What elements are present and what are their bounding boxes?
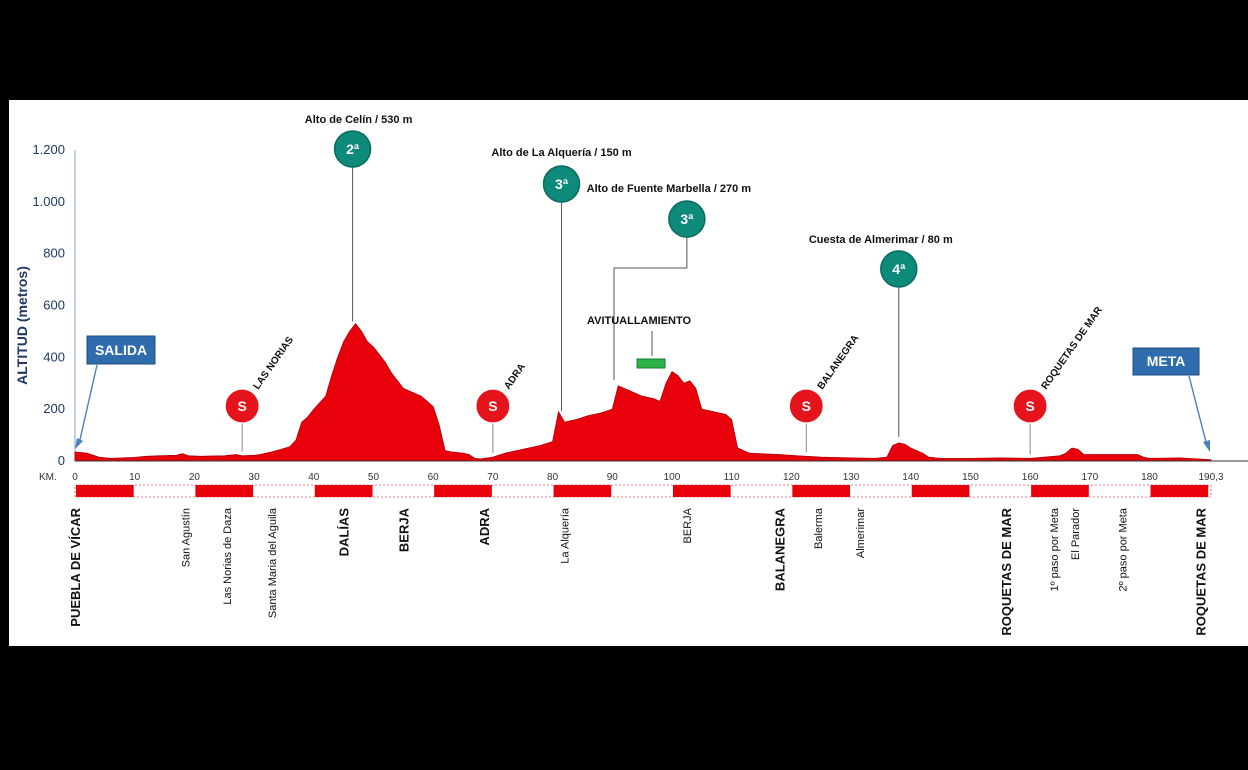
start-box xyxy=(86,335,156,365)
sprint-name: ROQUETAS DE MAR xyxy=(1040,304,1106,391)
x-tick-label: 140 xyxy=(902,472,919,483)
place-name-major: ADRA xyxy=(477,507,492,545)
km-band-segment xyxy=(1031,485,1089,497)
climb-category-badge xyxy=(668,200,706,238)
sprint-badge xyxy=(475,388,511,424)
x-axis-prefix: KM. xyxy=(39,472,57,483)
sprint-badge xyxy=(788,388,824,424)
finish-label: META xyxy=(1147,353,1186,369)
climb-name: Cuesta de Almerimar / 80 m xyxy=(809,234,953,246)
climb-category-label: 2ª xyxy=(346,141,360,157)
place-name-minor: El Parador xyxy=(1070,508,1082,560)
sprint-badge xyxy=(1012,388,1048,424)
x-tick-label: 0 xyxy=(72,472,78,483)
climb-name: Alto de Fuente Marbella / 270 m xyxy=(587,183,752,195)
place-name-major: DALÍAS xyxy=(337,508,352,557)
y-tick-label: 0 xyxy=(58,453,65,468)
km-band-segment xyxy=(792,485,851,497)
x-tick-label: 160 xyxy=(1022,472,1039,483)
place-name-major: BERJA xyxy=(396,507,411,552)
sprint-name: ADRA xyxy=(502,362,528,392)
climb-marker-line xyxy=(613,237,688,380)
x-tick-label: 20 xyxy=(189,472,201,483)
y-tick-label: 200 xyxy=(43,401,65,416)
place-name-major: ROQUETAS DE MAR xyxy=(999,507,1014,635)
sprint-name: BALANEGRA xyxy=(816,333,862,392)
feed-zone-label: AVITUALLAMIENTO xyxy=(587,315,692,327)
x-tick-label: 130 xyxy=(843,472,860,483)
sprint-symbol: S xyxy=(488,398,497,414)
x-tick-label: 30 xyxy=(249,472,261,483)
km-band-segment xyxy=(434,485,492,497)
x-tick-label: 60 xyxy=(428,472,440,483)
place-name-major: ROQUETAS DE MAR xyxy=(1193,507,1208,635)
y-axis-title: ALTITUD (metros) xyxy=(14,266,30,385)
climb-name: Alto de Celín / 530 m xyxy=(305,114,413,126)
place-name-minor: La Alquería xyxy=(560,507,572,564)
x-tick-label: 170 xyxy=(1081,472,1098,483)
x-tick-label: 80 xyxy=(547,472,559,483)
sprint-badge xyxy=(224,388,260,424)
y-tick-label: 1.000 xyxy=(32,194,65,209)
sprint-symbol: S xyxy=(802,398,811,414)
y-tick-label: 1.200 xyxy=(32,142,65,157)
y-tick-label: 400 xyxy=(43,349,65,364)
km-band-segment xyxy=(195,485,254,497)
stage-profile-panel: 0 200 400 600 800 1.000 1.200 ALTITUD (metros) K… xyxy=(9,100,1248,646)
climb-category-label: 4ª xyxy=(892,261,906,277)
climb-name: Alto de La Alquería / 150 m xyxy=(491,147,631,159)
place-name-minor: 2º paso por Meta xyxy=(1118,507,1130,591)
x-tick-label: 180 xyxy=(1141,472,1158,483)
finish-box xyxy=(1132,347,1200,376)
start-pointer xyxy=(78,364,98,445)
x-tick-label: 190,3 xyxy=(1198,472,1223,483)
place-name-minor: 1º paso por Meta xyxy=(1049,507,1061,591)
km-band-segment xyxy=(553,485,612,497)
place-name-minor: BERJA xyxy=(682,507,694,543)
climb-category-label: 3ª xyxy=(680,211,694,227)
x-tick-label: 70 xyxy=(487,472,499,483)
x-tick-label: 40 xyxy=(308,472,320,483)
km-band-segment xyxy=(911,485,970,497)
km-band-segment xyxy=(672,485,731,497)
climb-category-badge xyxy=(542,165,581,203)
place-name-minor: Balerma xyxy=(813,507,825,549)
y-tick-label: 600 xyxy=(43,298,65,313)
x-tick-label: 90 xyxy=(607,472,619,483)
climb-category-label: 3ª xyxy=(555,176,569,192)
climb-category-badge xyxy=(333,130,372,168)
x-tick-label: 120 xyxy=(783,472,800,483)
place-name-major: BALANEGRA xyxy=(772,507,787,591)
finish-arrowhead xyxy=(1203,440,1210,452)
sprint-name: LAS NORIAS xyxy=(252,335,297,392)
place-name-minor: Santa Maria del Aguila xyxy=(267,507,279,618)
start-arrowhead xyxy=(75,438,83,449)
sprint-symbol: S xyxy=(237,398,246,414)
climb-category-badge xyxy=(880,250,918,288)
km-band-segment xyxy=(76,485,134,497)
feed-zone-marker xyxy=(636,358,666,369)
place-name-minor: Las Norias de Daza xyxy=(222,507,234,604)
x-tick-label: 10 xyxy=(129,472,141,483)
sprint-symbol: S xyxy=(1025,398,1034,414)
x-tick-label: 50 xyxy=(368,472,380,483)
x-tick-label: 110 xyxy=(724,472,740,483)
x-tick-label: 100 xyxy=(664,472,681,483)
km-band-segment xyxy=(1150,485,1209,497)
place-name-minor: San Agustín xyxy=(180,508,192,567)
finish-pointer xyxy=(1188,375,1208,447)
start-label: SALIDA xyxy=(95,342,147,358)
x-tick-label: 150 xyxy=(962,472,979,483)
place-name-major: PUEBLA DE VÍCAR xyxy=(68,507,83,626)
y-tick-label: 800 xyxy=(43,246,65,261)
place-name-minor: Almerimar xyxy=(855,508,867,558)
km-band-segment xyxy=(314,485,373,497)
elevation-area xyxy=(74,322,1212,462)
